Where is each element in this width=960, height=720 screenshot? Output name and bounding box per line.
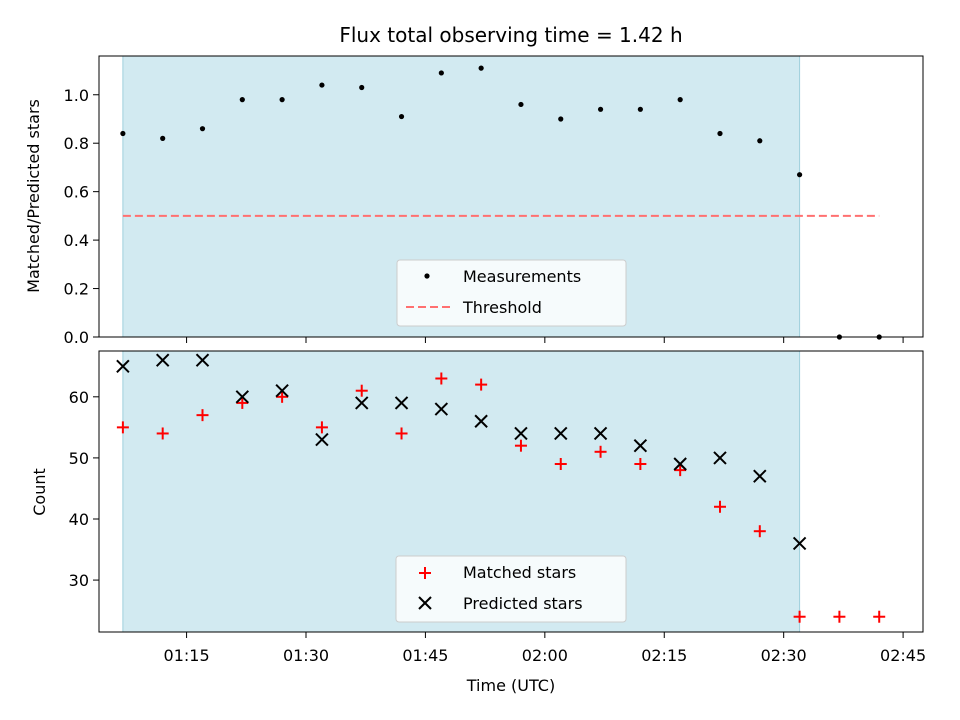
measurement-point bbox=[518, 101, 524, 108]
predicted-star-point bbox=[514, 426, 528, 441]
matched-star-point bbox=[236, 396, 249, 409]
measurement-point bbox=[558, 116, 564, 122]
measurement-point bbox=[717, 130, 723, 137]
matched-star-point bbox=[395, 427, 408, 440]
measurement-point bbox=[319, 82, 325, 88]
matched-star-point bbox=[873, 610, 886, 623]
matched-star-point bbox=[713, 500, 726, 513]
predicted-star-point bbox=[315, 432, 329, 447]
matched-star-point bbox=[355, 384, 368, 397]
bottom-plot: 30 40 50 60 bbox=[69, 350, 924, 633]
bottom-y-tick-label: 40 bbox=[69, 510, 89, 529]
measurement-point bbox=[199, 126, 206, 132]
top-legend: Measurements Threshold bbox=[396, 259, 627, 327]
matched-star-point bbox=[594, 445, 607, 458]
matched-star-point bbox=[634, 458, 647, 471]
legend-measurements-marker bbox=[424, 273, 430, 279]
legend-predicted-marker bbox=[418, 596, 432, 610]
top-y-tick-label: 0.8 bbox=[64, 134, 89, 153]
predicted-star-point bbox=[434, 402, 449, 416]
bottom-y-axis-label: Count bbox=[30, 468, 49, 516]
measurement-point bbox=[597, 106, 604, 112]
predicted-star-point bbox=[195, 353, 210, 367]
top-y-tick-label: 0.0 bbox=[64, 328, 89, 347]
top-y-tick-label: 0.6 bbox=[64, 183, 89, 202]
matched-star-point bbox=[196, 409, 209, 422]
bottom-y-tick-label: 60 bbox=[69, 388, 89, 407]
measurement-point bbox=[796, 172, 803, 178]
measurement-point bbox=[478, 65, 484, 71]
predicted-star-point bbox=[116, 359, 130, 373]
measurement-point bbox=[120, 130, 126, 137]
matched-star-point bbox=[674, 464, 687, 477]
matched-star-point bbox=[554, 458, 567, 471]
matched-star-point bbox=[156, 427, 169, 440]
bottom-legend-box bbox=[395, 555, 627, 623]
x-tick-label: 02:30 bbox=[761, 646, 807, 665]
top-y-tick-label: 0.2 bbox=[64, 280, 89, 299]
predicted-star-point bbox=[275, 383, 289, 398]
matched-star-point bbox=[753, 525, 766, 538]
predicted-star-point bbox=[673, 457, 687, 471]
matched-star-point bbox=[116, 421, 129, 434]
measurement-point bbox=[160, 135, 166, 141]
bottom-y-tick-label: 30 bbox=[69, 571, 89, 590]
x-tick-label: 02:45 bbox=[880, 646, 926, 665]
top-axes-frame bbox=[98, 55, 924, 338]
matched-star-point bbox=[315, 421, 328, 434]
x-axis-label: Time (UTC) bbox=[466, 676, 555, 695]
chart-title: Flux total observing time = 1.42 h bbox=[339, 23, 682, 47]
legend-matched-label: Matched stars bbox=[463, 563, 576, 582]
x-tick-label: 02:00 bbox=[522, 646, 568, 665]
matched-star-point bbox=[514, 439, 527, 452]
x-tick-label: 01:45 bbox=[402, 646, 448, 665]
legend-measurements-label: Measurements bbox=[463, 267, 581, 286]
predicted-star-point bbox=[753, 469, 767, 483]
measurement-point bbox=[677, 97, 683, 103]
bottom-y-tick-label: 50 bbox=[69, 449, 89, 468]
legend-predicted-label: Predicted stars bbox=[463, 594, 583, 613]
measurement-point bbox=[637, 106, 643, 112]
measurement-point bbox=[359, 84, 365, 91]
predicted-star-point bbox=[792, 536, 807, 551]
matched-star-point bbox=[475, 378, 488, 391]
predicted-star-point bbox=[554, 426, 568, 441]
x-tick-label: 01:30 bbox=[283, 646, 329, 665]
predicted-star-point bbox=[633, 438, 648, 453]
predicted-star-point bbox=[355, 396, 369, 410]
x-axis-ticks: 01:15 01:30 01:45 02:00 02:15 02:30 02:45 bbox=[164, 337, 926, 665]
x-tick-label: 01:15 bbox=[164, 646, 210, 665]
top-y-tick-label: 0.4 bbox=[64, 231, 89, 250]
predicted-star-point bbox=[713, 451, 727, 465]
bottom-axes-frame bbox=[98, 350, 924, 633]
x-tick-label: 02:15 bbox=[641, 646, 687, 665]
matched-star-point bbox=[276, 390, 289, 403]
predicted-star-point bbox=[235, 390, 250, 404]
measurement-point bbox=[279, 97, 285, 103]
legend-threshold-label: Threshold bbox=[462, 298, 542, 317]
matched-star-point bbox=[833, 610, 846, 623]
predicted-star-point bbox=[155, 353, 170, 367]
predicted-star-point bbox=[474, 414, 488, 428]
predicted-star-point bbox=[593, 426, 608, 441]
top-legend-box bbox=[396, 259, 627, 327]
top-y-tick-label: 1.0 bbox=[64, 86, 89, 105]
measurement-point bbox=[239, 97, 245, 103]
matched-star-point bbox=[793, 610, 806, 623]
bottom-legend: Matched stars Predicted stars bbox=[395, 555, 627, 623]
measurement-point bbox=[438, 70, 444, 76]
matched-star-point bbox=[435, 372, 448, 385]
legend-matched-marker bbox=[419, 567, 431, 579]
top-y-axis-label: Matched/Predicted stars bbox=[24, 99, 43, 293]
measurement-point bbox=[757, 138, 763, 144]
measurement-point bbox=[398, 113, 405, 120]
predicted-star-point bbox=[394, 396, 409, 410]
